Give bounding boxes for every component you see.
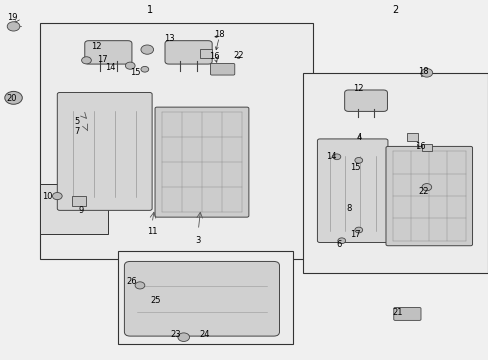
Circle shape — [354, 157, 362, 163]
Text: 21: 21 — [391, 309, 402, 318]
FancyBboxPatch shape — [84, 41, 132, 64]
Text: 20: 20 — [7, 94, 17, 103]
Text: 16: 16 — [414, 141, 425, 150]
Text: 5: 5 — [74, 117, 79, 126]
Text: 22: 22 — [417, 187, 428, 196]
Text: 15: 15 — [130, 68, 140, 77]
Text: 2: 2 — [391, 5, 398, 15]
FancyBboxPatch shape — [164, 41, 212, 64]
Bar — [302, 73, 487, 273]
FancyBboxPatch shape — [393, 307, 420, 320]
Text: 17: 17 — [349, 230, 360, 239]
Text: 14: 14 — [325, 152, 336, 161]
Circle shape — [178, 333, 189, 342]
Text: 18: 18 — [417, 67, 428, 76]
Text: 12: 12 — [91, 41, 101, 50]
Bar — [40, 184, 108, 234]
Text: 22: 22 — [233, 51, 244, 60]
FancyBboxPatch shape — [155, 107, 248, 217]
Text: 7: 7 — [74, 127, 79, 136]
Bar — [72, 197, 86, 206]
Text: 3: 3 — [195, 236, 201, 245]
Text: 26: 26 — [126, 277, 137, 286]
Text: 1: 1 — [146, 5, 152, 15]
Text: 16: 16 — [208, 52, 219, 61]
Text: 25: 25 — [150, 296, 161, 305]
Circle shape — [354, 227, 362, 233]
Bar — [40, 23, 312, 258]
Text: 19: 19 — [7, 13, 17, 22]
FancyBboxPatch shape — [57, 93, 152, 210]
Circle shape — [332, 154, 340, 159]
Circle shape — [420, 68, 432, 77]
Bar — [406, 133, 417, 141]
Text: 15: 15 — [349, 163, 360, 172]
Text: 18: 18 — [213, 30, 224, 39]
FancyBboxPatch shape — [124, 261, 279, 336]
FancyBboxPatch shape — [344, 90, 386, 111]
Circle shape — [52, 193, 62, 200]
Text: 6: 6 — [336, 240, 341, 249]
Circle shape — [125, 62, 135, 69]
Circle shape — [141, 66, 148, 72]
Text: 24: 24 — [199, 330, 209, 339]
Circle shape — [81, 57, 91, 64]
Text: 11: 11 — [146, 227, 157, 236]
Text: 14: 14 — [105, 63, 116, 72]
FancyBboxPatch shape — [210, 63, 234, 75]
Circle shape — [7, 22, 20, 31]
FancyBboxPatch shape — [317, 139, 387, 243]
Text: 4: 4 — [355, 132, 361, 141]
Text: 12: 12 — [353, 84, 363, 93]
Bar — [421, 144, 431, 152]
Text: 8: 8 — [346, 204, 351, 213]
Text: 17: 17 — [97, 55, 108, 64]
Text: 23: 23 — [170, 330, 181, 339]
Text: 13: 13 — [163, 35, 174, 44]
Bar — [118, 251, 292, 344]
FancyBboxPatch shape — [385, 147, 471, 246]
Text: 9: 9 — [79, 206, 84, 215]
Circle shape — [5, 91, 22, 104]
Circle shape — [421, 184, 431, 191]
Circle shape — [135, 282, 144, 289]
Bar — [199, 49, 211, 58]
Circle shape — [337, 238, 345, 244]
Circle shape — [141, 45, 153, 54]
Text: 10: 10 — [42, 192, 53, 201]
